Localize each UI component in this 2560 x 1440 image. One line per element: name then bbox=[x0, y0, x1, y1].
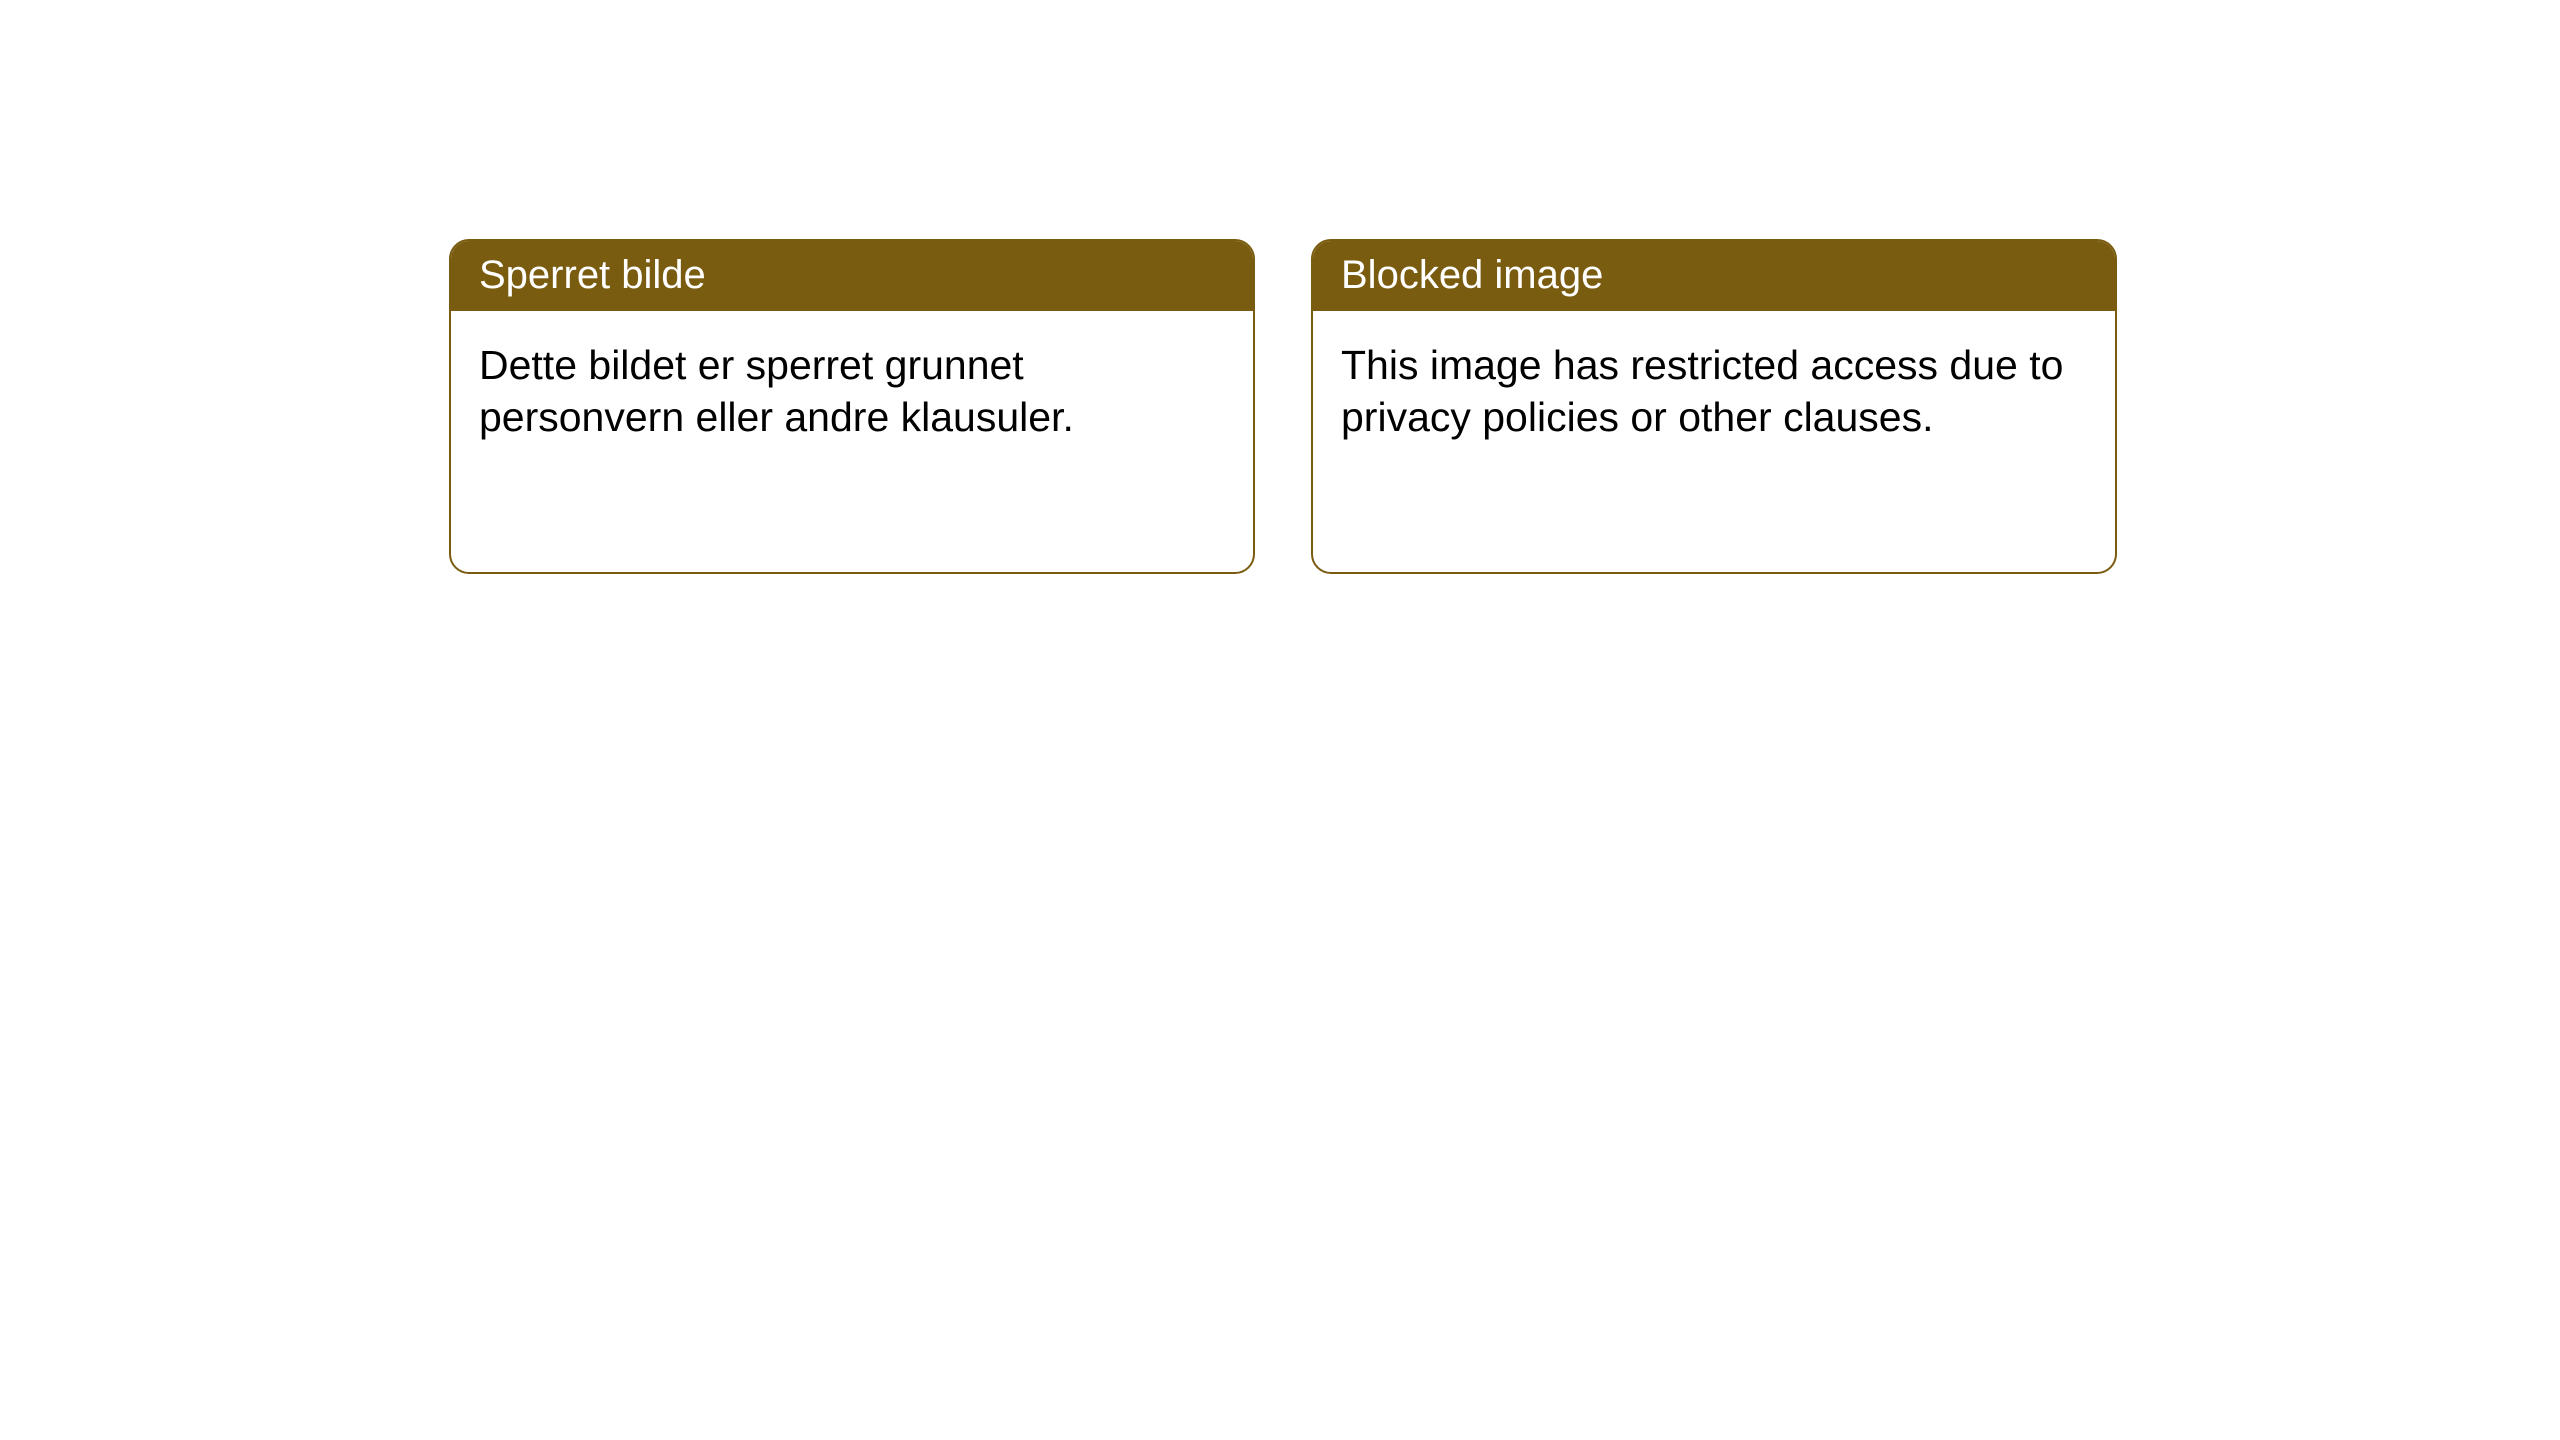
notice-card-en: Blocked image This image has restricted … bbox=[1311, 239, 2117, 574]
notice-container: Sperret bilde Dette bildet er sperret gr… bbox=[449, 239, 2117, 574]
notice-header-en: Blocked image bbox=[1313, 241, 2115, 311]
notice-card-no: Sperret bilde Dette bildet er sperret gr… bbox=[449, 239, 1255, 574]
notice-body-en: This image has restricted access due to … bbox=[1313, 311, 2115, 572]
notice-header-no: Sperret bilde bbox=[451, 241, 1253, 311]
notice-body-no: Dette bildet er sperret grunnet personve… bbox=[451, 311, 1253, 572]
